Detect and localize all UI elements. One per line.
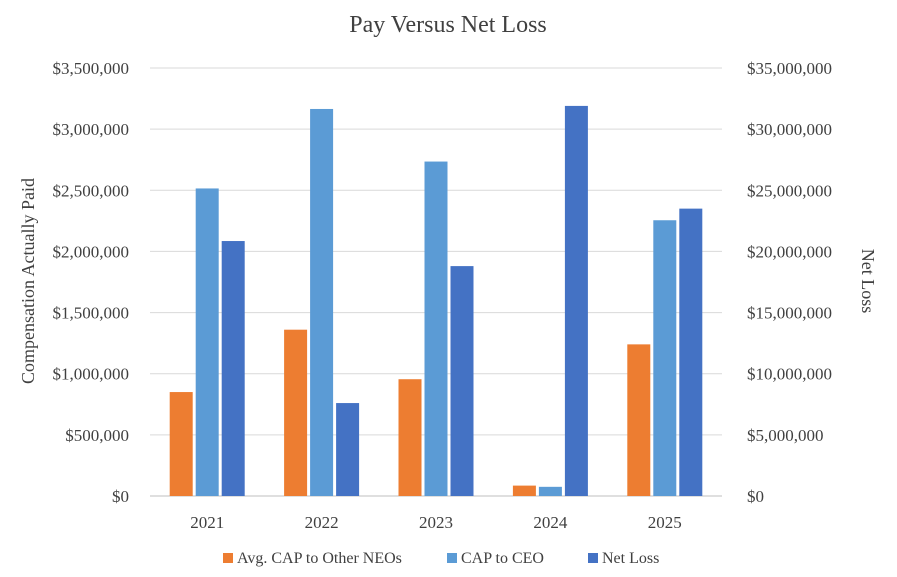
right-tick-label: $30,000,000 [747,120,832,139]
left-tick-label: $2,500,000 [53,181,130,200]
x-tick-label: 2024 [533,513,568,532]
x-axis-ticks: 2021 2022 2023 2024 2025 [190,513,682,532]
bar-avg-cap-to-other-neos-2022 [284,329,308,496]
right-axis-label: Net Loss [858,249,878,314]
left-tick-label: $500,000 [65,426,129,445]
x-tick-label: 2023 [419,513,453,532]
bar-avg-cap-to-other-neos-2025 [627,344,651,496]
right-tick-label: $10,000,000 [747,365,832,384]
legend-label: Net Loss [602,550,659,567]
right-tick-label: $20,000,000 [747,242,832,261]
left-tick-label: $0 [112,487,129,506]
bars [169,105,703,497]
bar-cap-to-ceo-2021 [195,188,219,497]
bar-net-loss-2023 [450,266,474,496]
bar-cap-to-ceo-2023 [424,161,448,496]
bar-net-loss-2022 [336,403,360,496]
right-tick-label: $0 [747,487,764,506]
left-axis-ticks: $0 $500,000 $1,000,000 $1,500,000 $2,000,000… [53,59,130,506]
legend-label: CAP to CEO [461,550,544,567]
right-tick-label: $25,000,000 [747,181,832,200]
bar-net-loss-2021 [221,241,245,496]
bar-cap-to-ceo-2022 [310,108,334,497]
x-tick-label: 2022 [305,513,339,532]
x-tick-label: 2025 [648,513,682,532]
chart-title: Pay Versus Net Loss [349,12,547,38]
legend-swatch [223,553,233,563]
left-tick-label: $2,000,000 [53,242,130,261]
left-tick-label: $1,000,000 [53,365,130,384]
bar-net-loss-2024 [564,105,588,496]
bar-cap-to-ceo-2025 [653,220,677,496]
left-tick-label: $3,500,000 [53,59,130,78]
left-axis-label: Compensation Actually Paid [18,178,38,384]
x-tick-label: 2021 [190,513,224,532]
right-tick-label: $35,000,000 [747,59,832,78]
left-tick-label: $3,000,000 [53,120,130,139]
legend-label: Avg. CAP to Other NEOs [237,550,402,567]
right-tick-label: $5,000,000 [747,426,824,445]
bar-net-loss-2025 [679,208,703,496]
legend-swatch [588,553,598,563]
left-tick-label: $1,500,000 [53,304,130,323]
legend: Avg. CAP to Other NEOs CAP to CEO Net Loss [223,550,659,567]
right-axis-ticks: $0 $5,000,000 $10,000,000 $15,000,000 $20,00… [747,59,832,506]
legend-swatch [447,553,457,563]
bar-cap-to-ceo-2024 [538,486,562,496]
bar-avg-cap-to-other-neos-2024 [512,485,536,496]
right-tick-label: $15,000,000 [747,304,832,323]
bar-avg-cap-to-other-neos-2021 [169,392,193,496]
bar-avg-cap-to-other-neos-2023 [398,379,422,496]
